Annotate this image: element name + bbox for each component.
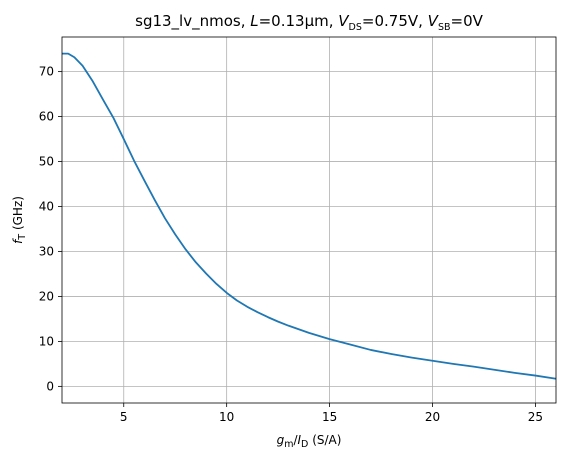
title-prefix: sg13_lv_nmos, — [135, 12, 250, 31]
y-tick-label: 30 — [39, 244, 54, 258]
plot-area — [62, 52, 557, 380]
title-vds-value: =0.75V, — [362, 12, 428, 30]
y-axis-ticks: 0 10 20 30 40 50 60 70 — [39, 65, 62, 393]
title-vsb-sub: SB — [438, 22, 451, 33]
x-axis-label: gm/ID (S/A) — [277, 433, 342, 450]
x-tick-label: 25 — [528, 410, 543, 424]
ylabel-unit: (GHz) — [11, 196, 25, 234]
xlabel-g-sub: m — [284, 439, 293, 450]
ylabel-f-var: f — [11, 238, 25, 244]
y-axis-label: fT (GHz) — [11, 196, 28, 244]
xlabel-slash: / — [293, 433, 298, 447]
axes-frame — [61, 36, 557, 404]
x-axis-ticks: 5 10 15 20 25 — [120, 403, 543, 424]
chart-title: sg13_lv_nmos, L=0.13µm, VDS=0.75V, VSB=0… — [135, 12, 483, 33]
y-tick-label: 10 — [39, 334, 54, 348]
x-tick-label: 20 — [425, 410, 440, 424]
title-l-value: =0.13µm, — [259, 12, 339, 30]
y-tick-label: 70 — [39, 65, 54, 79]
title-vsb-value: =0V — [451, 12, 484, 30]
xlabel-unit: (S/A) — [308, 433, 341, 447]
title-vds-sub: DS — [349, 22, 362, 33]
ylabel-f-sub: T — [17, 234, 28, 241]
x-tick-label: 5 — [120, 410, 128, 424]
title-vsb-var: V — [428, 12, 440, 30]
y-tick-label: 0 — [46, 379, 54, 393]
xlabel-g-var: g — [277, 433, 285, 447]
y-tick-label: 20 — [39, 289, 54, 303]
series-line — [62, 52, 557, 380]
title-vds-var: V — [338, 12, 350, 30]
x-tick-label: 15 — [322, 410, 337, 424]
grid — [62, 37, 556, 403]
y-tick-label: 40 — [39, 200, 54, 214]
y-tick-label: 60 — [39, 110, 54, 124]
xlabel-i-sub: D — [301, 439, 308, 450]
xlabel-i-var: I — [298, 433, 302, 447]
title-l-var: L — [250, 12, 258, 30]
x-tick-label: 10 — [219, 410, 234, 424]
y-tick-label: 50 — [39, 155, 54, 169]
